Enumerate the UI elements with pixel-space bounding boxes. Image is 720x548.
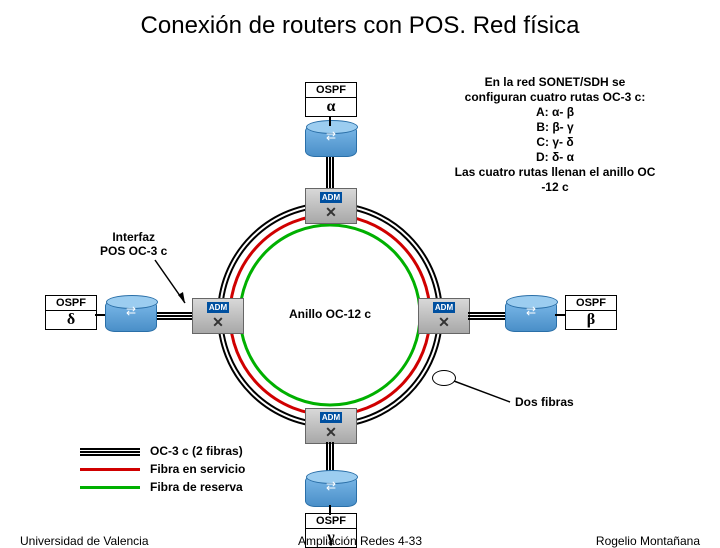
- dos-fibras-line: [450, 377, 520, 407]
- legend-servicio: Fibra en servicio: [150, 462, 245, 476]
- dos-fibras-label: Dos fibras: [515, 395, 574, 409]
- link-alpha: [329, 116, 331, 126]
- conn-right: [468, 312, 505, 320]
- network-diagram: ADM✕ ADM✕ ADM✕ ADM✕ ⇄ ⇄ ⇄ ⇄ OSPFα OSPFβ …: [0, 60, 720, 500]
- conn-left: [155, 312, 192, 320]
- ring-label: Anillo OC-12 c: [260, 307, 400, 321]
- description: En la red SONET/SDH seconfiguran cuatro …: [420, 75, 690, 195]
- router-alpha: ⇄: [305, 125, 357, 157]
- conn-top: [326, 155, 334, 188]
- legend-reserva: Fibra de reserva: [150, 480, 243, 494]
- adm-bottom: ADM✕: [305, 408, 357, 444]
- adm-right: ADM✕: [418, 298, 470, 334]
- ospf-beta: OSPFβ: [565, 295, 617, 330]
- router-beta: ⇄: [505, 300, 557, 332]
- legend-servicio-line: [80, 468, 140, 471]
- page-title: Conexión de routers con POS. Red física: [0, 0, 720, 40]
- interfaz-label: Interfaz POS OC-3 c: [100, 230, 167, 258]
- link-delta: [95, 314, 105, 316]
- link-beta: [555, 314, 565, 316]
- legend-reserva-line: [80, 486, 140, 489]
- legend-oc3c-line: [80, 448, 140, 456]
- link-gamma: [329, 505, 331, 515]
- adm-top: ADM✕: [305, 188, 357, 224]
- router-gamma: ⇄: [305, 475, 357, 507]
- footer-right: Rogelio Montañana: [596, 534, 700, 548]
- ospf-alpha: OSPFα: [305, 82, 357, 117]
- ospf-delta: OSPFδ: [45, 295, 97, 330]
- legend-oc3c: OC-3 c (2 fibras): [150, 444, 243, 458]
- interfaz-arrow: [150, 255, 200, 310]
